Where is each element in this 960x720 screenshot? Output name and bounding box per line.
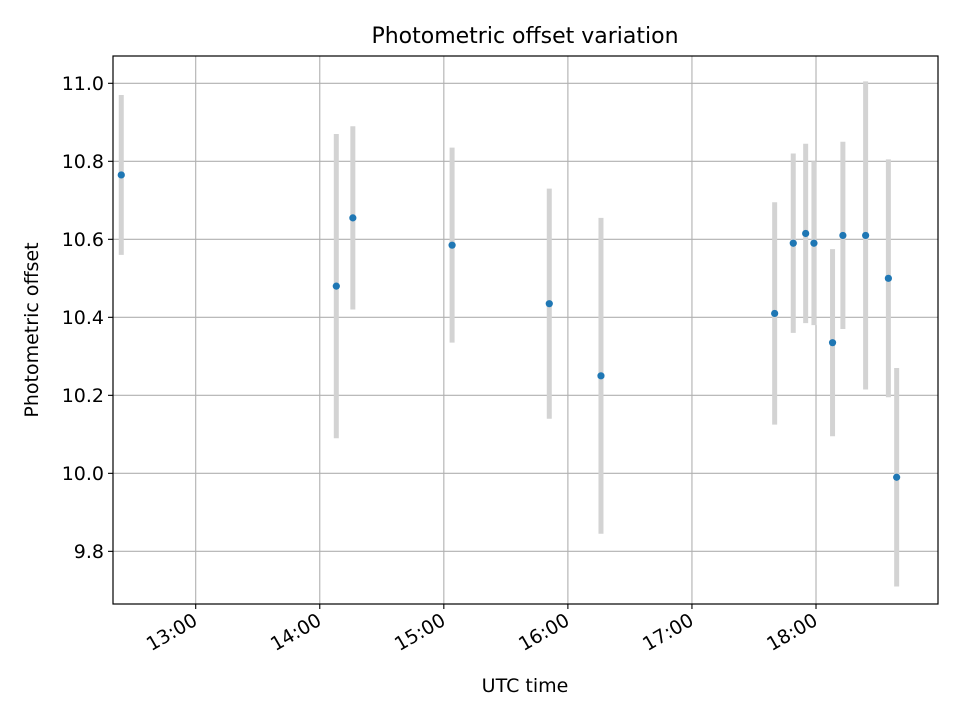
data-point xyxy=(448,241,456,249)
data-point xyxy=(349,214,357,222)
data-point xyxy=(893,473,901,481)
x-axis-label: UTC time xyxy=(482,675,569,697)
y-tick-label: 10.0 xyxy=(62,463,104,485)
y-tick-label: 10.6 xyxy=(62,229,104,251)
grid-lines xyxy=(113,56,938,604)
data-point xyxy=(597,372,605,380)
y-tick-label: 10.2 xyxy=(62,385,104,407)
data-point xyxy=(839,231,847,240)
plot-frame xyxy=(112,55,939,605)
data-point xyxy=(771,309,779,318)
data-point xyxy=(862,231,870,240)
data-point xyxy=(332,282,340,290)
data-point xyxy=(828,339,837,347)
data-point xyxy=(117,171,125,179)
y-tick-label: 10.8 xyxy=(62,151,104,173)
data-point xyxy=(789,239,797,247)
data-point xyxy=(802,229,810,238)
data-point xyxy=(545,300,553,308)
chart-title: Photometric offset variation xyxy=(371,24,678,49)
y-axis-label: Photometric offset xyxy=(21,242,43,417)
y-tick-label: 10.4 xyxy=(62,307,104,329)
y-tick-label: 11.0 xyxy=(62,73,104,95)
data-points xyxy=(117,171,901,481)
data-point xyxy=(810,239,818,247)
data-point xyxy=(884,274,892,282)
y-tick-label: 9.8 xyxy=(74,541,104,563)
y-axis-ticks: 9.8 10.0 10.2 10.4 10.6 10.8 11.0 xyxy=(62,73,113,563)
